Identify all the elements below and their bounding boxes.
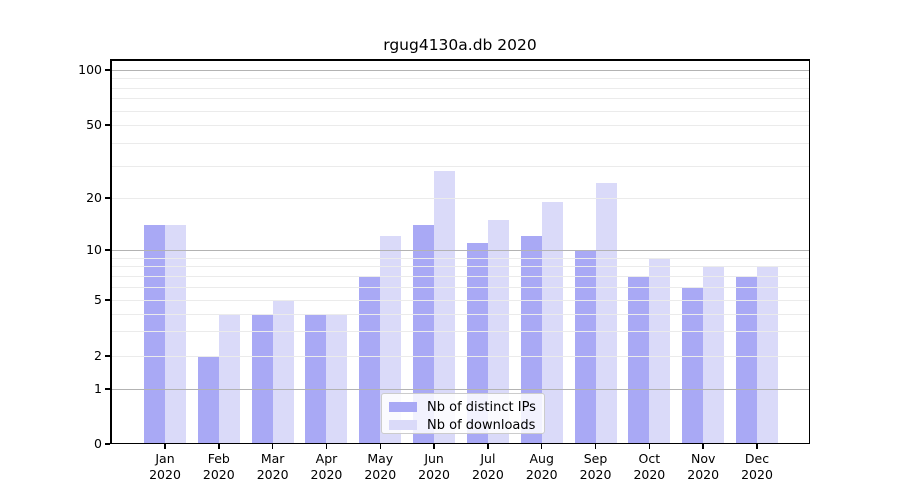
- bar-ips-nov: [682, 286, 704, 444]
- bar-downloads-aug: [541, 201, 563, 444]
- bars-layer: [110, 59, 810, 444]
- bar-downloads-apr: [326, 313, 348, 444]
- bar-ips-oct: [628, 275, 650, 444]
- y-tick-label-0: 0: [94, 436, 102, 451]
- y-tick-mark-5: [105, 299, 110, 301]
- bar-downloads-nov: [703, 266, 725, 444]
- bar-downloads-may: [380, 236, 402, 444]
- y-tick-mark-2: [105, 355, 110, 357]
- x-tick-mark-oct: [648, 444, 651, 449]
- bar-downloads-dec: [757, 266, 778, 444]
- y-tick-mark-50: [105, 124, 110, 126]
- x-tick-label-jan: Jan 2020: [149, 451, 181, 482]
- bar-downloads-jun: [434, 171, 456, 444]
- x-tick-mark-dec: [756, 444, 758, 449]
- x-tick-mark-jan: [164, 444, 166, 449]
- x-tick-label-dec: Dec 2020: [741, 451, 773, 482]
- y-tick-mark-0: [105, 443, 110, 445]
- bar-ips-aug: [520, 236, 542, 444]
- y-tick-label-2: 2: [94, 348, 102, 363]
- y-tick-mark-10: [105, 249, 110, 251]
- x-tick-mark-apr: [325, 444, 328, 449]
- legend-label-downloads: Nb of downloads: [427, 417, 536, 433]
- axis-spine-top: [110, 59, 810, 61]
- chart-title: rgug4130a.db 2020: [383, 36, 537, 54]
- bar-ips-mar: [251, 313, 273, 444]
- x-tick-label-feb: Feb 2020: [202, 451, 235, 482]
- legend-label-distinct-ips: Nb of distinct IPs: [427, 399, 536, 415]
- axis-spine-bottom: [110, 442, 810, 444]
- legend-row-downloads: Nb of downloads: [389, 416, 536, 434]
- bar-ips-sep: [574, 250, 596, 444]
- bar-downloads-feb: [218, 313, 240, 444]
- bar-ips-jan: [144, 224, 165, 444]
- x-tick-mark-aug: [541, 444, 543, 449]
- axis-spine-left: [110, 59, 112, 444]
- x-tick-label-jul: Jul 2020: [472, 451, 504, 482]
- x-tick-label-apr: Apr 2020: [310, 451, 343, 482]
- x-tick-mark-mar: [271, 444, 274, 449]
- x-tick-label-mar: Mar 2020: [256, 451, 289, 482]
- bar-ips-dec: [736, 275, 757, 444]
- legend-swatch-downloads: [389, 420, 417, 430]
- y-tick-label-5: 5: [94, 292, 102, 307]
- y-tick-label-100: 100: [78, 62, 102, 77]
- bar-downloads-oct: [649, 257, 671, 444]
- bar-downloads-sep: [595, 183, 617, 444]
- y-tick-label-20: 20: [86, 190, 102, 205]
- x-tick-mark-may: [379, 444, 381, 449]
- x-tick-mark-nov: [702, 444, 704, 449]
- x-tick-mark-sep: [594, 444, 597, 449]
- x-tick-label-sep: Sep 2020: [579, 451, 612, 482]
- bar-ips-feb: [197, 356, 219, 444]
- bar-ips-apr: [305, 313, 327, 444]
- x-tick-mark-feb: [218, 444, 220, 449]
- bar-ips-may: [359, 275, 381, 444]
- x-tick-mark-jul: [487, 444, 489, 449]
- x-tick-label-aug: Aug 2020: [525, 451, 558, 482]
- legend-row-ips: Nb of distinct IPs: [389, 398, 536, 416]
- y-tick-mark-20: [105, 197, 110, 199]
- y-tick-label-50: 50: [86, 117, 102, 132]
- x-tick-label-nov: Nov 2020: [687, 451, 720, 482]
- legend: Nb of distinct IPs Nb of downloads: [381, 393, 545, 434]
- y-tick-mark-1: [105, 388, 110, 390]
- legend-swatch-distinct-ips: [389, 402, 417, 412]
- bar-downloads-mar: [272, 300, 294, 444]
- x-tick-label-oct: Oct 2020: [633, 451, 666, 482]
- y-tick-mark-100: [105, 69, 110, 71]
- x-tick-mark-jun: [433, 444, 435, 449]
- y-tick-label-1: 1: [94, 381, 102, 396]
- y-tick-label-10: 10: [86, 242, 102, 257]
- axis-spine-right: [808, 59, 810, 444]
- bar-downloads-jan: [165, 224, 186, 444]
- plot-area: [110, 59, 810, 444]
- x-tick-label-may: May 2020: [364, 451, 397, 482]
- x-tick-label-jun: Jun 2020: [418, 451, 450, 482]
